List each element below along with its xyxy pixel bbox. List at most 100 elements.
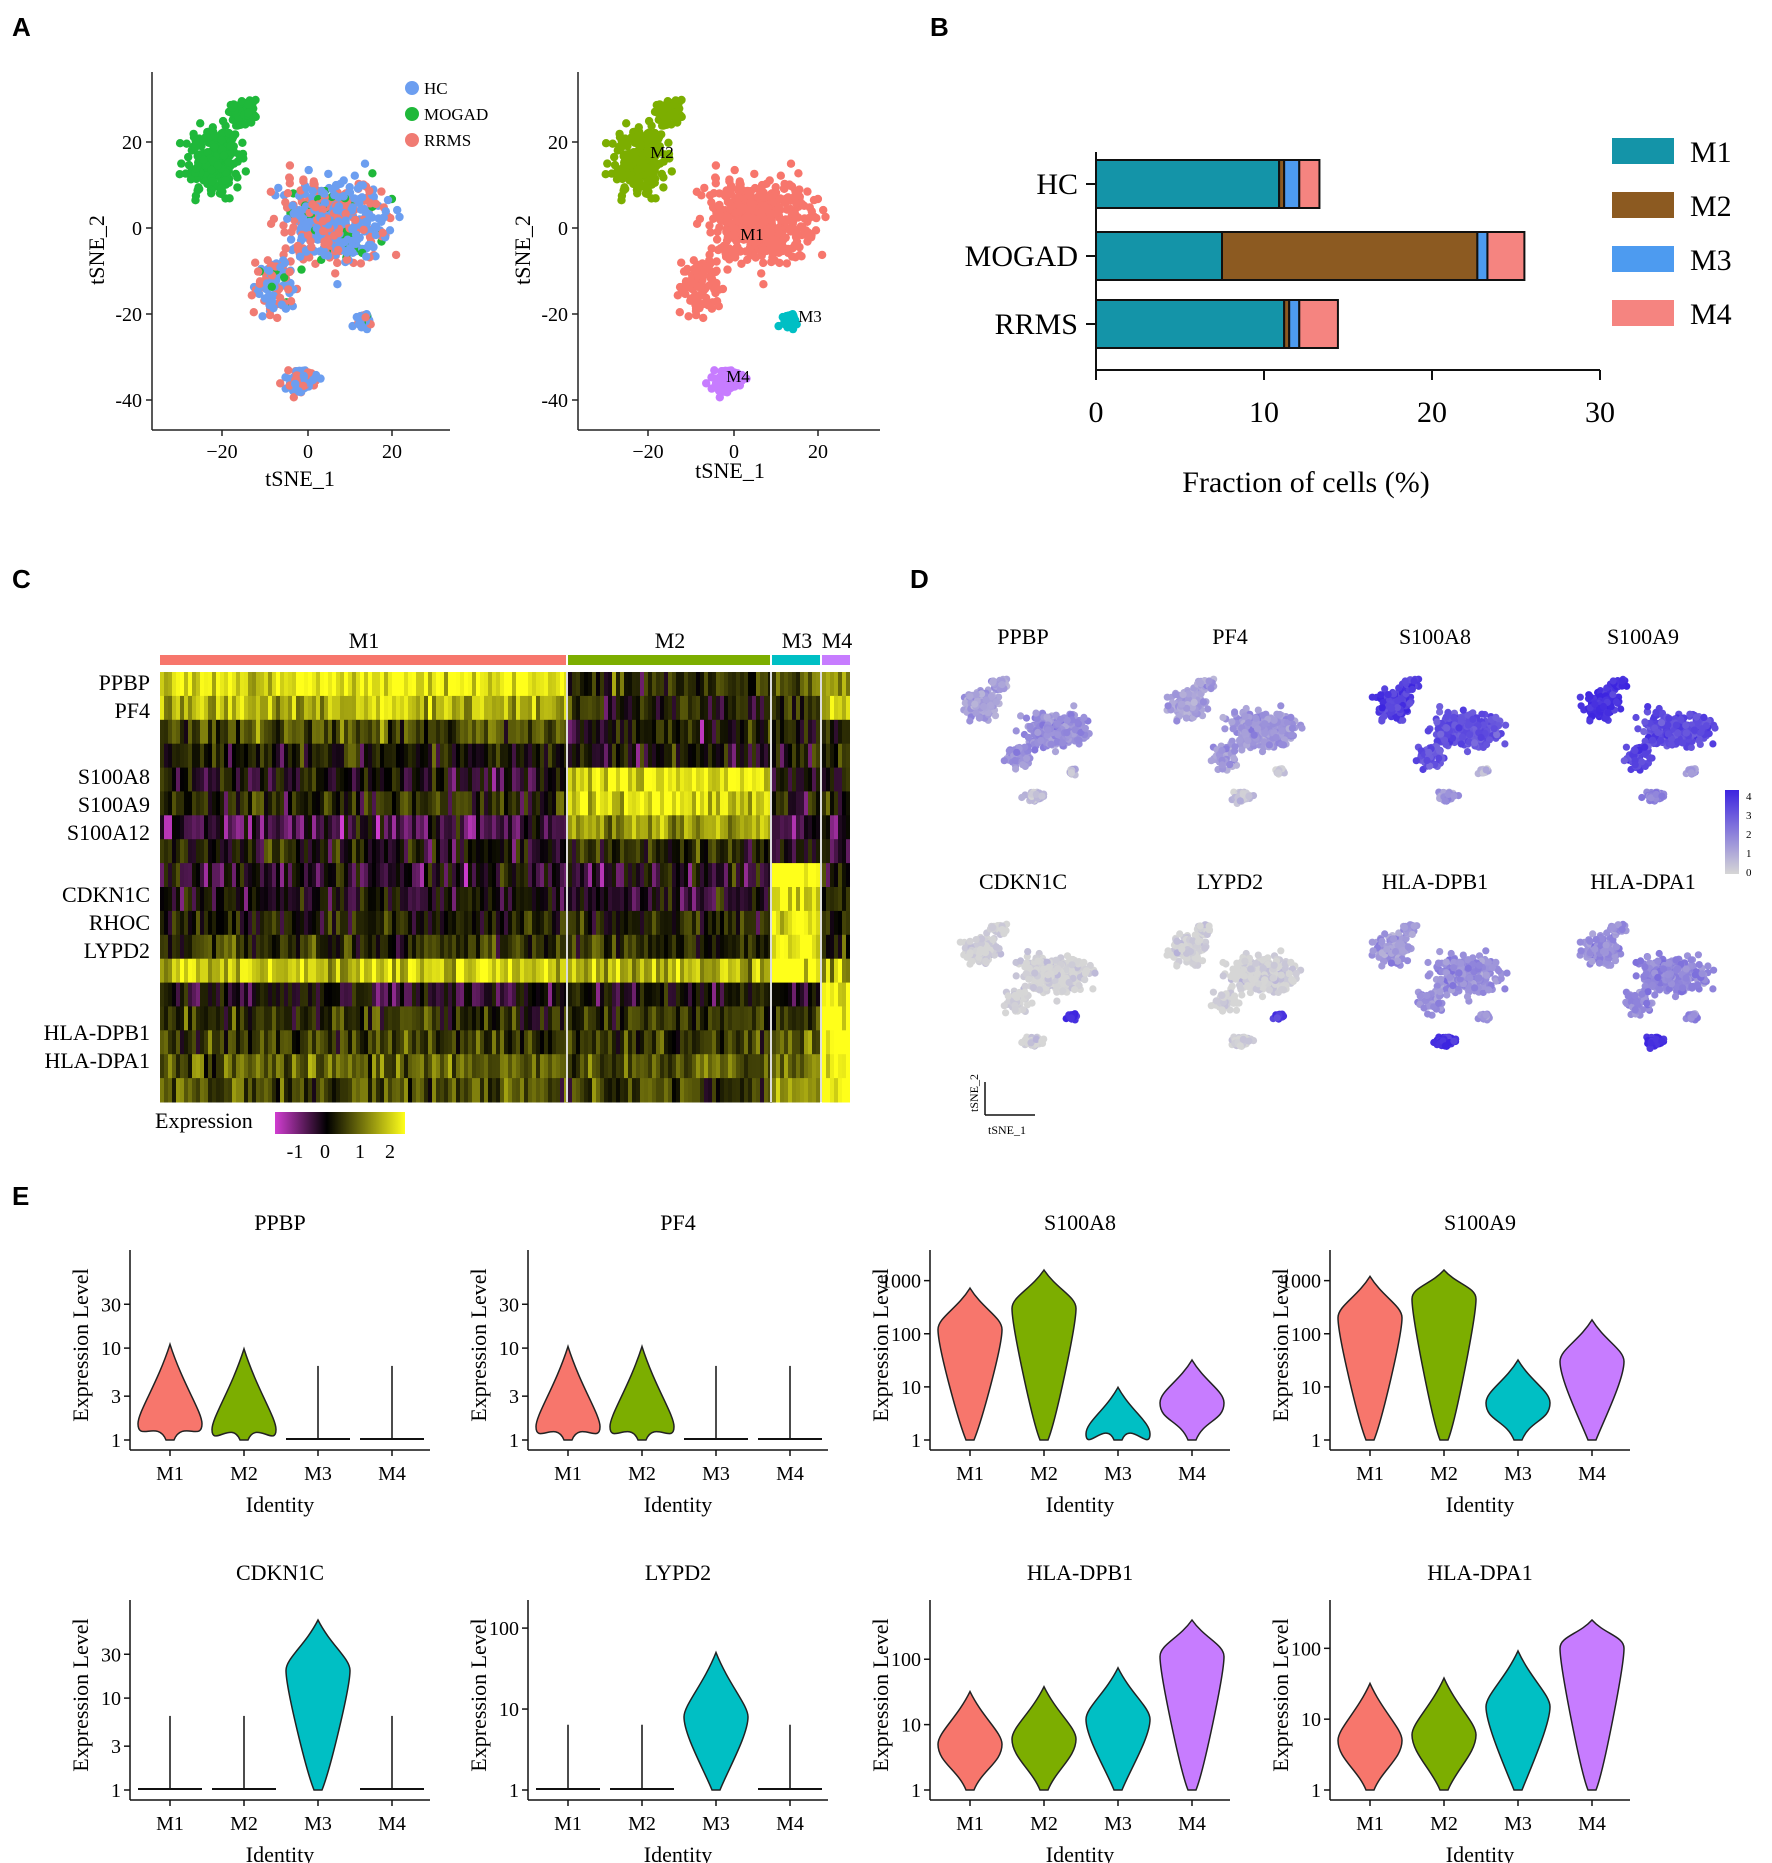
bar-legend-label-m4: M4 (1690, 298, 1732, 331)
heatmap-cell (268, 767, 272, 792)
heatmap-cell (784, 934, 788, 960)
tsne-ytick-label: 20 (122, 132, 142, 154)
heatmap-cell (376, 672, 380, 697)
tsne-point (636, 142, 645, 152)
heatmap-cell (256, 767, 260, 792)
heatmap-cell (440, 982, 444, 1007)
heatmap-cell (756, 672, 760, 697)
heatmap-cell (220, 791, 224, 816)
heatmap-cell (708, 791, 712, 816)
heatmap-cell (276, 791, 280, 816)
heatmap-cell (756, 910, 760, 936)
heatmap-cell (600, 767, 604, 792)
heatmap-cell (348, 934, 352, 960)
heatmap-cell (596, 791, 600, 816)
heatmap-cell (444, 815, 448, 840)
heatmap-cell (200, 719, 204, 745)
heatmap-cell (280, 672, 284, 697)
heatmap-cell (348, 719, 352, 745)
heatmap-cell (292, 743, 296, 769)
bar-xlabel: Fraction of cells (%) (1182, 466, 1429, 499)
heatmap-cell (520, 672, 524, 697)
heatmap-cell (440, 1054, 444, 1079)
heatmap-cell (748, 1030, 752, 1055)
heatmap-cell (688, 863, 692, 888)
heatmap-cell (612, 982, 616, 1007)
heatmap-cell (280, 695, 284, 721)
heatmap-cell (748, 910, 752, 936)
tsne-point (691, 300, 700, 310)
heatmap-cell (492, 815, 496, 840)
heatmap-cell (368, 1030, 372, 1055)
heatmap-cell (628, 1006, 632, 1031)
heatmap-cell (700, 1078, 704, 1103)
bar-mogad-m3 (1476, 231, 1489, 281)
heatmap-cell (556, 839, 560, 864)
heatmap-cell (484, 695, 488, 721)
heatmap-cell (680, 672, 684, 697)
heatmap-cell (760, 1006, 764, 1031)
heatmap-cell (748, 743, 752, 769)
heatmap-cell (244, 815, 248, 840)
heatmap-cell (600, 863, 604, 888)
heatmap-cell (168, 863, 172, 888)
heatmap-cell (392, 982, 396, 1007)
heatmap-cell (368, 767, 372, 792)
heatmap-cell (528, 958, 532, 984)
heatmap-cell (204, 1006, 208, 1031)
heatmap-cell (464, 887, 468, 912)
heatmap-cell (488, 791, 492, 816)
heatmap-cell (164, 767, 168, 792)
heatmap-cell (272, 743, 276, 769)
heatmap-cell (592, 958, 596, 984)
heatmap-cell (468, 1030, 472, 1055)
heatmap-cell (380, 887, 384, 912)
heatmap-cell (248, 791, 252, 816)
heatmap-cell (360, 743, 364, 769)
heatmap-cell (296, 1030, 300, 1055)
heatmap-cell (736, 719, 740, 745)
heatmap-cell (600, 719, 604, 745)
heatmap-cell (688, 887, 692, 912)
heatmap-cell (648, 767, 652, 792)
heatmap-cell (196, 982, 200, 1007)
heatmap-cell (404, 1006, 408, 1031)
heatmap-cell (348, 791, 352, 816)
heatmap-cell (616, 863, 620, 888)
heatmap-cell (196, 1030, 200, 1055)
heatmap-cell (444, 839, 448, 864)
heatmap-cell (288, 791, 292, 816)
bar-legend-swatch-m2 (1612, 192, 1674, 218)
heatmap-cell (452, 887, 456, 912)
heatmap-cell (616, 934, 620, 960)
heatmap-cell (332, 743, 336, 769)
heatmap-cell (760, 815, 764, 840)
tsne-right-xlabel: tSNE_1 (695, 458, 765, 483)
heatmap-cell (300, 767, 304, 792)
bar-rrms-m1 (1095, 299, 1286, 349)
tsne-point (285, 267, 294, 277)
heatmap-cell (484, 1078, 488, 1103)
heatmap-cell (644, 839, 648, 864)
heatmap-cell (284, 743, 288, 769)
tsne-point (636, 131, 645, 140)
heatmap-cell (692, 743, 696, 769)
tsne-point (199, 155, 208, 164)
heatmap-cell (252, 839, 256, 864)
heatmap-cell (484, 863, 488, 888)
heatmap-cell (760, 1054, 764, 1079)
heatmap-cell (696, 672, 700, 697)
heatmap-cell (452, 1030, 456, 1055)
heatmap-cell (512, 887, 516, 912)
heatmap-cell (728, 887, 732, 912)
tsne-point (217, 135, 226, 145)
heatmap-cell (628, 1078, 632, 1103)
heatmap-cell (540, 839, 544, 864)
heatmap-cell (472, 815, 476, 840)
heatmap-cell (412, 672, 416, 697)
heatmap-cell (576, 767, 580, 792)
heatmap-cell (432, 982, 436, 1007)
heatmap-cell (624, 767, 628, 792)
heatmap-cell (592, 695, 596, 721)
heatmap-cell (544, 863, 548, 888)
